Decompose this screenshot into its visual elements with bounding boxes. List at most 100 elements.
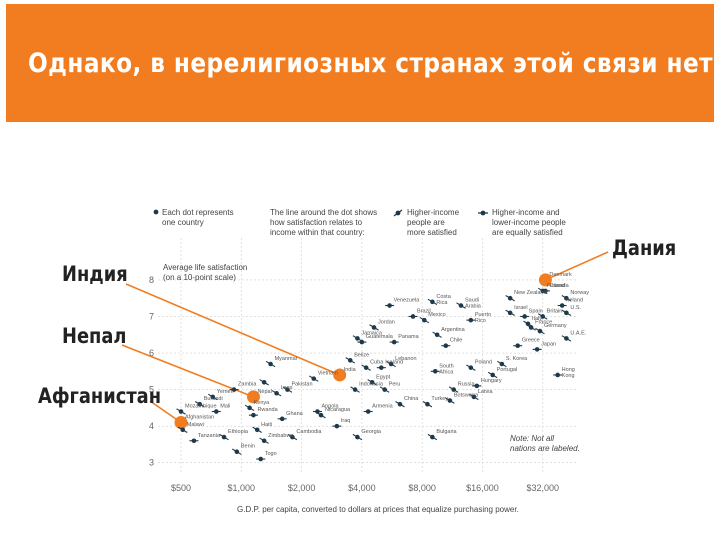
country-label: Nepal: [257, 389, 271, 395]
country-point: [528, 325, 534, 330]
country-point: [458, 303, 464, 308]
legend-equal-text-2: lower-income people: [492, 218, 566, 227]
country-label: Vietnam: [318, 371, 338, 377]
x-tick-label: $32,000: [526, 483, 559, 493]
country-label: Iceland: [385, 360, 403, 366]
country-point: [254, 427, 260, 433]
country-label: Mali: [220, 404, 230, 410]
country-point: [434, 332, 440, 338]
country-label: Zambia: [238, 382, 257, 388]
country-point: [555, 372, 560, 378]
country-point: [318, 412, 324, 418]
country-point: [355, 336, 360, 341]
country-label: Tanzania: [198, 433, 221, 439]
country-label: Peru: [389, 382, 401, 388]
grid-layer: [158, 238, 578, 472]
country-point: [425, 401, 430, 407]
country-point: [231, 387, 237, 392]
country-point: [382, 387, 387, 392]
country-label: Russia: [458, 382, 476, 388]
country-label: Mozambique: [185, 404, 217, 410]
x-tick-label: $1,000: [228, 483, 256, 493]
country-label: Chile: [450, 338, 463, 344]
legend-dot-text-2: one country: [162, 218, 204, 227]
callout-pointer-line: [121, 344, 254, 398]
country-point: [369, 379, 375, 385]
country-point: [180, 427, 186, 433]
title-banner: Однако, в нерелигиозных странах этой свя…: [6, 4, 720, 122]
country-labels: Afghanistan Mozambique Burundi Malawi Tanzan…: [185, 272, 589, 457]
country-label: Indonesia: [359, 382, 384, 388]
country-label: Cuba: [370, 360, 384, 366]
callout-pointer-line: [125, 283, 341, 376]
country-point: [391, 339, 397, 345]
country-point: [499, 361, 505, 367]
note-text-2: nations are labeled.: [510, 444, 580, 453]
country-point: [365, 409, 371, 414]
country-point: [474, 383, 480, 389]
country-label: Iraq: [341, 418, 350, 424]
country-label: China: [404, 396, 419, 402]
callout-india: Индия: [62, 262, 128, 286]
country-point: [213, 409, 219, 414]
callout-denmark: Дания: [612, 236, 677, 260]
country-point: [210, 394, 216, 400]
country-point: [540, 288, 546, 294]
slide-title: Однако, в нерелигиозных странах этой свя…: [28, 47, 720, 79]
highlighted-point: [538, 273, 552, 287]
y-axis-title-2: (on a 10-point scale): [163, 273, 236, 282]
country-label: Rica: [436, 300, 448, 306]
country-label: Greece: [522, 338, 540, 344]
country-label: Ireland: [566, 298, 583, 304]
x-tick-label: $4,000: [348, 483, 376, 493]
country-point: [397, 401, 403, 407]
country-point: [178, 409, 184, 414]
country-label: Arabia: [465, 304, 482, 310]
country-point: [564, 336, 569, 341]
x-tick-label: $8,000: [408, 483, 436, 493]
country-label: Georgia: [361, 429, 382, 435]
country-point: [564, 295, 569, 301]
country-label: Japan: [541, 341, 556, 347]
country-label: Malawi: [187, 422, 204, 428]
country-label: Brazil: [417, 308, 431, 314]
country-point: [540, 314, 546, 319]
highlighted-point: [174, 415, 188, 429]
y-tick-label: 6: [149, 348, 154, 358]
country-label: Spain: [529, 308, 543, 314]
country-point: [315, 409, 320, 414]
country-label: Latvia: [478, 389, 494, 395]
country-label: Hong: [562, 367, 575, 373]
country-point: [422, 317, 427, 323]
legend-dot-icon: [153, 209, 159, 215]
country-point: [251, 412, 256, 418]
country-label: Ethiopia: [228, 429, 249, 435]
legend-dot-text-1: Each dot represents: [162, 208, 234, 217]
country-point: [443, 343, 449, 349]
country-label: Kenya: [254, 400, 271, 406]
country-label: Yemen: [217, 389, 234, 395]
callout-pointers: [121, 251, 609, 424]
country-label: Ghana: [286, 411, 303, 417]
country-label: U.A.E.: [570, 330, 586, 336]
country-point: [334, 423, 340, 429]
country-point: [507, 295, 513, 301]
country-label: Venezuela: [394, 298, 421, 304]
country-point: [355, 434, 360, 440]
country-point: [274, 390, 279, 396]
country-label: Puerto: [475, 312, 491, 318]
data-points: [174, 273, 572, 462]
country-label: Norway: [570, 290, 589, 296]
country-point: [447, 398, 453, 403]
country-point: [490, 372, 495, 378]
country-label: S. Korea: [506, 356, 528, 362]
country-label: Cambodia: [296, 429, 322, 435]
country-label: Panama: [398, 334, 419, 340]
country-point: [559, 303, 565, 308]
country-label: Laos: [281, 385, 293, 391]
country-point: [378, 365, 384, 370]
country-label: France: [535, 319, 552, 325]
country-label: Bulgaria: [436, 429, 457, 435]
callout-nepal: Непал: [62, 324, 127, 348]
